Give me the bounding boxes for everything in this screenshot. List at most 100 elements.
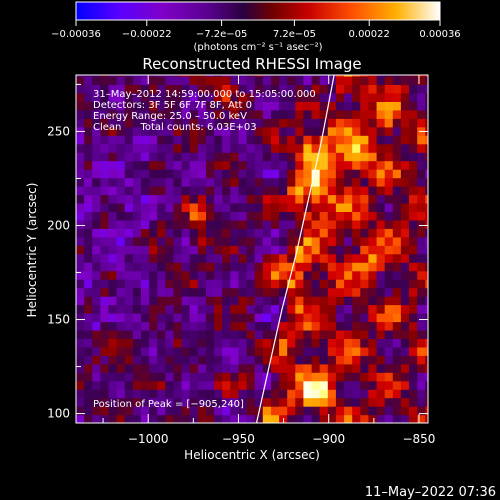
heatmap-pixel bbox=[368, 101, 378, 111]
heatmap-pixel bbox=[173, 143, 183, 153]
heatmap-pixel bbox=[271, 135, 280, 145]
heatmap-pixel bbox=[197, 169, 207, 179]
heatmap-pixel bbox=[295, 228, 304, 238]
heatmap-pixel bbox=[409, 118, 418, 128]
heatmap-pixel bbox=[327, 304, 337, 314]
heatmap-pixel bbox=[311, 262, 321, 272]
heatmap-pixel bbox=[417, 202, 426, 212]
heatmap-pixel bbox=[295, 75, 304, 77]
heatmap-pixel bbox=[303, 135, 313, 145]
heatmap-pixel bbox=[222, 236, 231, 246]
heatmap-pixel bbox=[384, 202, 394, 212]
heatmap-pixel bbox=[206, 84, 215, 94]
heatmap-pixel bbox=[76, 143, 85, 153]
heatmap-pixel bbox=[335, 152, 345, 162]
heatmap-pixel bbox=[165, 92, 175, 102]
heatmap-pixel bbox=[352, 202, 361, 212]
heatmap-pixel bbox=[238, 177, 248, 187]
heatmap-pixel bbox=[327, 143, 337, 153]
heatmap-pixel bbox=[206, 135, 215, 145]
heatmap-pixel bbox=[400, 296, 410, 306]
heatmap-pixel bbox=[303, 143, 313, 153]
heatmap-pixel bbox=[173, 406, 183, 416]
heatmap-pixel bbox=[116, 321, 126, 331]
annotation-time: 31–May–2012 14:59:00.000 to 15:05:00.000 bbox=[93, 89, 316, 100]
heatmap-pixel bbox=[254, 329, 264, 339]
heatmap-pixel bbox=[206, 219, 215, 229]
heatmap-pixel bbox=[141, 169, 150, 179]
heatmap-pixel bbox=[360, 228, 369, 238]
heatmap-pixel bbox=[141, 287, 150, 297]
heatmap-pixel bbox=[238, 169, 248, 179]
heatmap-pixel bbox=[417, 296, 426, 306]
heatmap-pixel bbox=[254, 296, 264, 306]
heatmap-pixel bbox=[132, 414, 142, 423]
heatmap-pixel bbox=[165, 202, 175, 212]
heatmap-pixel bbox=[189, 126, 199, 136]
heatmap-pixel bbox=[392, 211, 402, 221]
heatmap-pixel bbox=[92, 262, 101, 272]
heatmap-pixel bbox=[149, 287, 158, 297]
heatmap-pixel bbox=[230, 126, 239, 136]
heatmap-pixel bbox=[425, 152, 428, 162]
heatmap-pixel bbox=[409, 406, 418, 416]
heatmap-pixel bbox=[335, 287, 345, 297]
heatmap-pixel bbox=[230, 228, 239, 238]
heatmap-pixel bbox=[360, 109, 369, 119]
heatmap-pixel bbox=[173, 389, 183, 399]
heatmap-pixel bbox=[108, 109, 118, 119]
heatmap-pixel bbox=[262, 135, 272, 145]
heatmap-pixel bbox=[222, 211, 231, 221]
heatmap-pixel bbox=[100, 355, 110, 365]
heatmap-pixel bbox=[295, 219, 304, 229]
colorbar-gradient bbox=[75, 1, 441, 21]
heatmap-pixel bbox=[238, 126, 248, 136]
heatmap-pixel bbox=[108, 186, 118, 196]
heatmap-pixel bbox=[238, 143, 248, 153]
heatmap-pixel bbox=[124, 177, 134, 187]
heatmap-pixel bbox=[157, 406, 166, 416]
heatmap-pixel bbox=[84, 313, 93, 323]
heatmap-pixel bbox=[246, 92, 256, 102]
heatmap-pixel bbox=[295, 372, 304, 382]
heatmap-pixel bbox=[214, 75, 223, 85]
heatmap-pixel bbox=[181, 287, 191, 297]
heatmap-pixel bbox=[335, 126, 345, 136]
heatmap-pixel bbox=[206, 92, 215, 102]
heatmap-pixel bbox=[352, 245, 361, 255]
heatmap-pixel bbox=[214, 346, 223, 356]
heatmap-pixel bbox=[214, 389, 223, 399]
heatmap-pixel bbox=[409, 219, 418, 229]
heatmap-pixel bbox=[157, 262, 166, 272]
heatmap-pixel bbox=[197, 219, 207, 229]
heatmap-pixel bbox=[327, 414, 337, 423]
heatmap-pixel bbox=[425, 219, 428, 229]
heatmap-pixel bbox=[222, 75, 231, 77]
heatmap-pixel bbox=[287, 92, 296, 102]
heatmap-pixel bbox=[352, 380, 361, 390]
heatmap-pixel bbox=[279, 389, 288, 399]
heatmap-pixel bbox=[100, 389, 110, 399]
heatmap-pixel bbox=[376, 101, 386, 111]
heatmap-pixel bbox=[181, 296, 191, 306]
heatmap-pixel bbox=[246, 177, 256, 187]
heatmap-pixel bbox=[400, 279, 410, 289]
heatmap-pixel bbox=[376, 355, 386, 365]
heatmap-pixel bbox=[319, 329, 329, 339]
heatmap-pixel bbox=[108, 296, 118, 306]
heatmap-pixel bbox=[149, 313, 158, 323]
heatmap-pixel bbox=[287, 313, 296, 323]
heatmap-pixel bbox=[400, 177, 410, 187]
heatmap-pixel bbox=[92, 389, 101, 399]
heatmap-pixel bbox=[100, 169, 110, 179]
heatmap-pixel bbox=[124, 219, 134, 229]
heatmap-pixel bbox=[108, 194, 118, 204]
heatmap-pixel bbox=[303, 152, 313, 162]
heatmap-pixel bbox=[368, 186, 378, 196]
heatmap-pixel bbox=[181, 75, 191, 77]
heatmap-pixel bbox=[327, 355, 337, 365]
heatmap-pixel bbox=[76, 177, 85, 187]
heatmap-pixel bbox=[295, 270, 304, 280]
heatmap-pixel bbox=[189, 279, 199, 289]
heatmap-pixel bbox=[222, 363, 231, 373]
